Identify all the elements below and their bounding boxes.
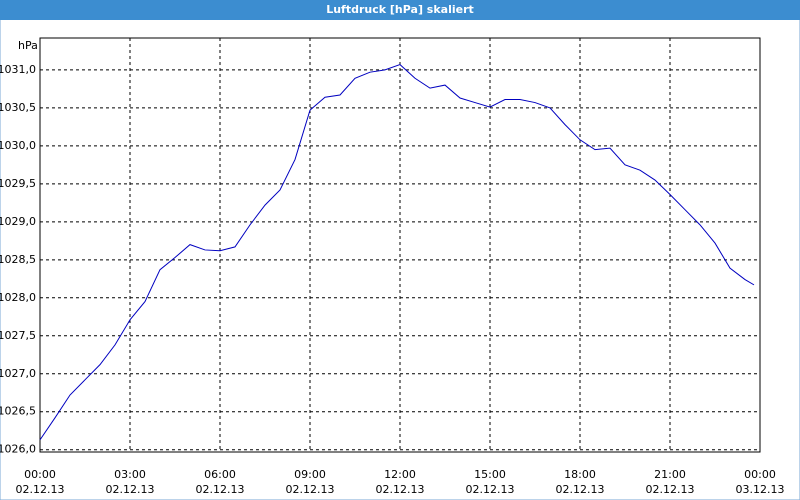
y-tick-label: 1028,0: [0, 291, 36, 304]
data-line: [39, 64, 755, 441]
y-tick-label: 1027,5: [0, 329, 36, 342]
x-tick-label: 18:00: [564, 468, 596, 481]
x-tick-date: 02.12.13: [646, 483, 695, 496]
x-tick-date: 02.12.13: [16, 483, 65, 496]
title-bar: [0, 0, 800, 20]
x-tick-date: 02.12.13: [556, 483, 605, 496]
x-tick-label: 00:00: [744, 468, 776, 481]
y-tick-label: 1028,5: [0, 253, 36, 266]
x-tick-label: 21:00: [654, 468, 686, 481]
x-tick-date: 02.12.13: [376, 483, 425, 496]
x-tick-label: 12:00: [384, 468, 416, 481]
y-tick-label: 1026,0: [0, 443, 36, 456]
x-tick-date: 02.12.13: [466, 483, 515, 496]
y-tick-label: 1030,5: [0, 101, 36, 114]
y-tick-label: 1027,0: [0, 367, 36, 380]
y-tick-label: 1026,5: [0, 405, 36, 418]
chart-title: Luftdruck [hPa] skaliert: [326, 3, 474, 16]
y-axis-label: hPa: [18, 39, 38, 52]
x-tick-date: 03.12.13: [736, 483, 785, 496]
x-tick-label: 09:00: [294, 468, 326, 481]
y-tick-label: 1031,0: [0, 63, 36, 76]
x-tick-label: 00:00: [24, 468, 56, 481]
x-tick-label: 15:00: [474, 468, 506, 481]
y-tick-label: 1029,5: [0, 177, 36, 190]
x-tick-date: 02.12.13: [286, 483, 335, 496]
y-tick-label: 1030,0: [0, 139, 36, 152]
x-tick-date: 02.12.13: [106, 483, 155, 496]
x-tick-label: 03:00: [114, 468, 146, 481]
y-tick-label: 1029,0: [0, 215, 36, 228]
x-tick-date: 02.12.13: [196, 483, 245, 496]
x-tick-label: 06:00: [204, 468, 236, 481]
